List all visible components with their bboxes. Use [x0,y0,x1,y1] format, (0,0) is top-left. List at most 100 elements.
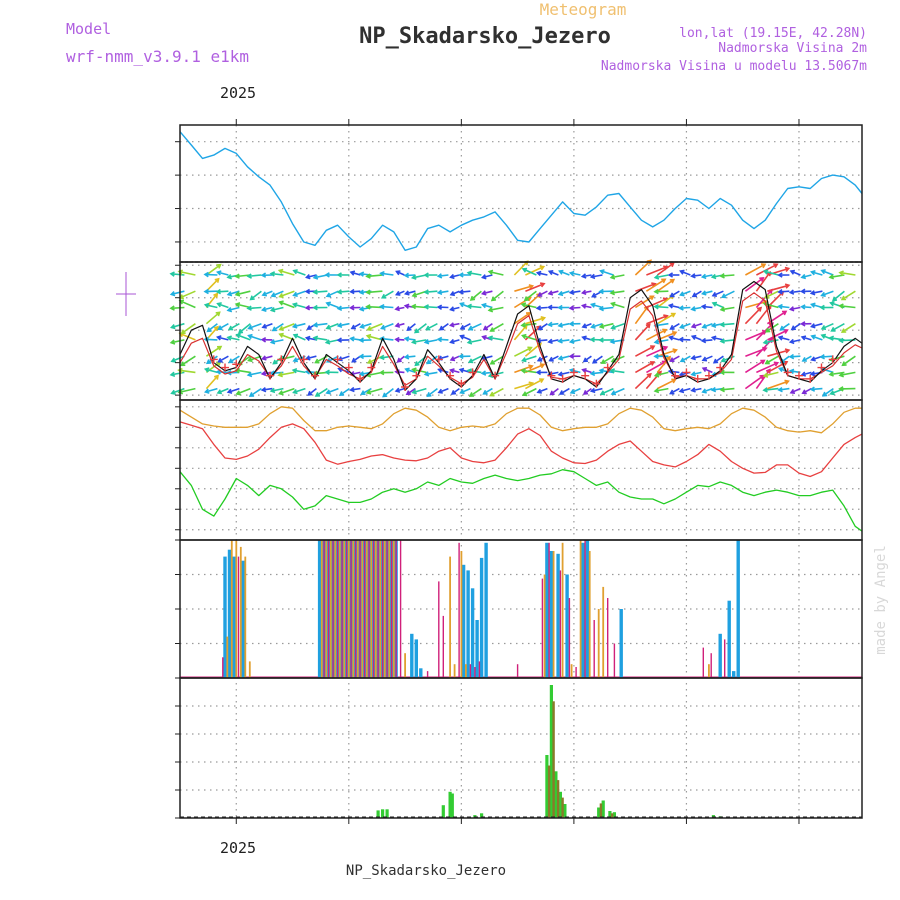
wind-arrow [763,387,779,391]
wind-arrow [438,274,449,277]
wind-direction-line [179,292,863,386]
wind-arrow-head [810,356,816,362]
wind-arrow [790,270,801,276]
wind-arrow [702,322,713,329]
wind-marker [693,374,702,383]
wind-arrow-head [249,295,255,301]
wind-arrow [467,271,482,276]
wind-arrow-head [762,372,769,378]
convective-rain-bar [611,813,614,818]
wind-arrow-head [235,390,241,396]
wind-arrow [654,387,669,392]
wind-arrow-head [246,371,253,378]
wind-arrow-head [261,323,267,329]
wind-marker [457,379,466,388]
wind-arrow-head [260,272,267,278]
wind-arrow-head [764,359,770,365]
wind-arrow [720,387,735,391]
wind-arrow-head [580,273,587,279]
wind-arrow [366,305,383,309]
wind-arrow [559,270,570,276]
low-cloud-bar [474,667,476,678]
wind-marker [547,371,556,380]
wind-arrow [791,323,801,331]
wind-arrow [247,274,262,278]
wind-arrow-head [539,265,546,271]
wind-arrow [702,367,713,374]
wind-arrow-head [777,335,784,341]
low-cloud-bar [359,540,361,678]
wind-arrow [525,265,545,276]
wind-arrow-head [760,263,767,269]
wind-arrow-head [395,270,401,276]
wind-arrow [217,271,229,276]
wind-arrow-head [719,321,725,328]
wind-arrow-head [228,358,234,364]
wind-arrow-head [466,270,473,276]
wind-arrow-head [762,339,769,345]
wind-arrow-head [404,367,410,373]
wind-arrow-head [580,303,587,309]
wind-arrow-head [248,392,255,397]
wind-marker [412,371,421,380]
wind-arrow-head [312,322,318,328]
wind-marker [344,363,353,372]
wind-arrow-head [489,327,495,332]
wind-arrow-head [568,289,575,296]
wind-arrow-head [203,271,209,278]
wind-arrow-head [820,291,826,297]
wind-arrow-head [759,276,765,282]
wind-arrow [380,355,394,359]
wind-arrow-head [788,368,795,375]
wind-arrow [217,302,229,309]
convective-rain-bar [556,780,560,818]
low-cloud-bar [724,639,726,678]
wind-arrow [811,290,823,295]
wind-arrow [262,306,273,311]
wind-arrow-head [671,331,678,337]
model-name: wrf-nmm_v3.9.1 e1km [66,47,249,66]
wind-arrow [570,290,581,294]
wind-markers [209,355,837,392]
wind-arrow-head [403,272,410,279]
low-cloud-bar [368,540,370,678]
wind-arrow [548,290,559,295]
wind-arrow-head [425,325,431,331]
wind-arrow-head [413,328,420,334]
wind-arrow-head [710,273,717,280]
wind-arrow-head [360,390,366,395]
wind-arrow [205,264,221,276]
wind-marker [716,363,725,372]
wind-arrow-head [307,390,313,396]
wind-arrow [271,387,284,392]
rain-bar [480,813,484,818]
wind-arrow [293,303,306,309]
wind-arrow-head [349,386,355,393]
wind-arrow-head [487,307,494,313]
wind-arrow-head [653,353,659,360]
wind-arrow [250,290,262,301]
low-cloud-bar [372,540,375,678]
wind-arrow [591,274,603,278]
wind-arrow-head [661,278,667,284]
low-cloud-bar [568,598,571,678]
wind-arrow [483,323,493,331]
wind-arrow [228,355,240,363]
mid-cloud-bar [347,540,350,678]
mid-cloud-bar [388,540,391,678]
wind-arrow-head [358,289,365,295]
wind-arrow-head [411,292,418,298]
high-cloud-bar [461,564,466,678]
wind-arrow-head [646,372,652,379]
wind-arrow [611,302,625,309]
wind-arrow-head [653,274,660,280]
wind-arrow-head [177,367,183,374]
wind-arrow-head [366,359,373,364]
wind-arrow-head [536,291,543,297]
wind-arrow [570,272,581,276]
mid-cloud-bar [552,551,555,678]
wind-arrow-head [719,338,725,344]
wind-arrow [767,380,789,390]
wind-arrow-head [459,389,465,395]
wind-arrow [204,273,218,276]
